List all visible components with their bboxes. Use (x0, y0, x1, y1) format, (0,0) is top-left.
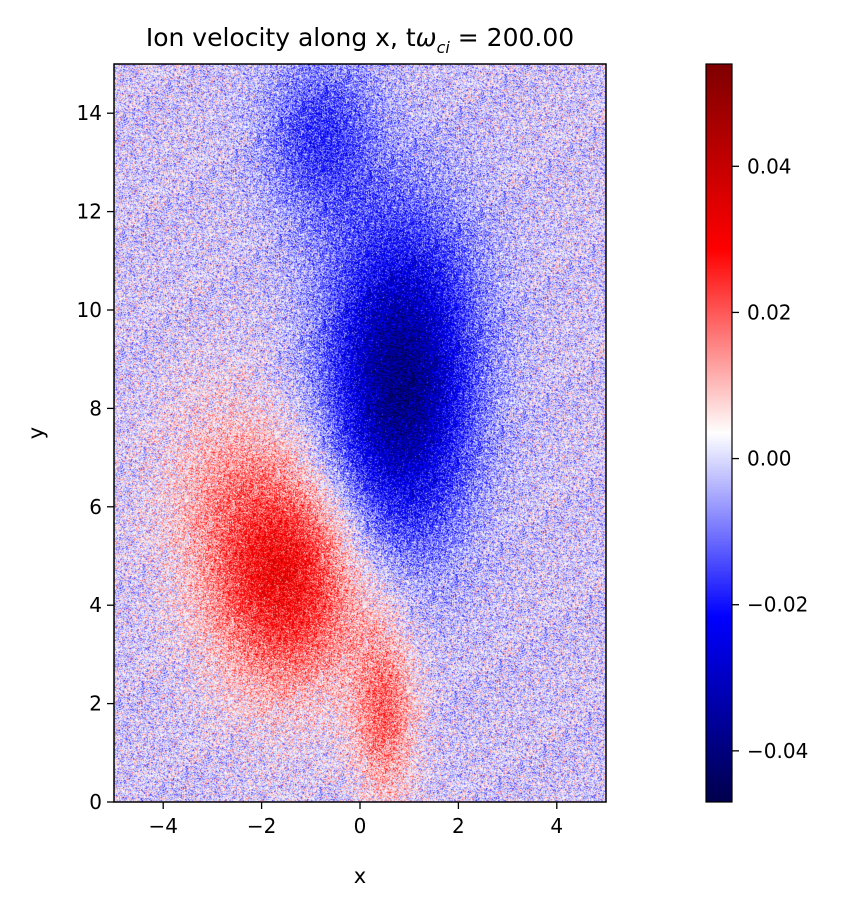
x-axis-label: x (354, 864, 366, 888)
colorbar-axis: −0.04 −0.02 0.00 0.02 0.04 (732, 154, 808, 763)
title-value: = 200.00 (450, 23, 574, 52)
title-main: Ion velocity along x, t (146, 23, 416, 52)
y-tick-label: 14 (77, 101, 102, 125)
colorbar-tick-label: −0.04 (747, 739, 808, 763)
title-subscript: ci (437, 38, 451, 57)
x-axis: −4 −2 0 2 4 (148, 802, 563, 838)
y-tick-label: 2 (89, 692, 102, 716)
y-tick-label: 4 (89, 593, 102, 617)
colorbar-tick-label: 0.04 (747, 154, 792, 178)
colorbar-tick-label: −0.02 (747, 593, 808, 617)
title-omega: ω (416, 23, 437, 52)
y-axis-label: y (24, 427, 48, 439)
colorbar-frame (705, 63, 733, 803)
y-tick-label: 12 (77, 200, 102, 224)
y-tick-label: 8 (89, 396, 102, 420)
x-tick-label: 2 (452, 814, 465, 838)
heatmap-area (114, 64, 606, 802)
y-tick-label: 6 (89, 495, 102, 519)
chart-title: Ion velocity along x, tωci = 200.00 (146, 23, 574, 57)
colorbar-tick-label: 0.02 (747, 300, 792, 324)
y-axis: 0 2 4 6 8 10 12 14 (77, 101, 114, 814)
colorbar-area (706, 64, 732, 802)
x-tick-label: 4 (550, 814, 563, 838)
colorbar-canvas (706, 64, 732, 802)
y-tick-label: 0 (89, 790, 102, 814)
colorbar-tick-label: 0.00 (747, 447, 792, 471)
heatmap-canvas (114, 64, 606, 802)
x-tick-label: −4 (148, 814, 177, 838)
x-tick-label: 0 (354, 814, 367, 838)
x-tick-label: −2 (247, 814, 276, 838)
y-tick-label: 10 (77, 298, 102, 322)
